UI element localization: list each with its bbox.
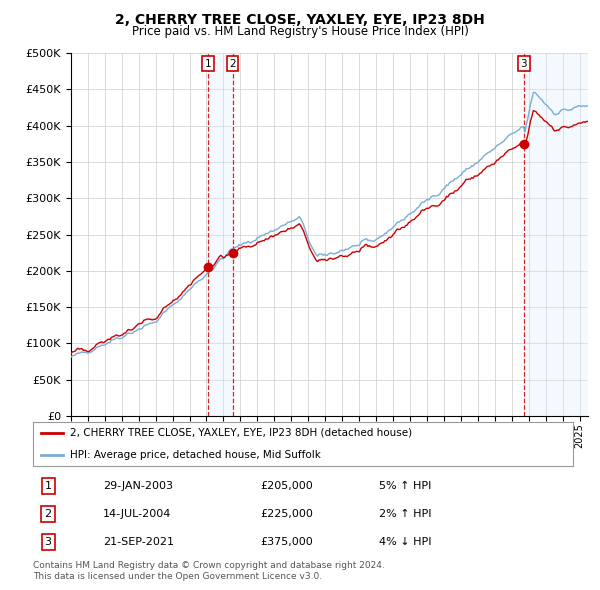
Text: This data is licensed under the Open Government Licence v3.0.: This data is licensed under the Open Gov… <box>33 572 322 581</box>
Text: 2% ↑ HPI: 2% ↑ HPI <box>379 509 431 519</box>
Text: 29-JAN-2003: 29-JAN-2003 <box>103 481 173 491</box>
Text: 14-JUL-2004: 14-JUL-2004 <box>103 509 172 519</box>
Text: 21-SEP-2021: 21-SEP-2021 <box>103 537 174 547</box>
Text: 4% ↓ HPI: 4% ↓ HPI <box>379 537 431 547</box>
Text: 2: 2 <box>44 509 52 519</box>
Text: 3: 3 <box>44 537 52 547</box>
Text: Contains HM Land Registry data © Crown copyright and database right 2024.: Contains HM Land Registry data © Crown c… <box>33 560 385 569</box>
Text: 5% ↑ HPI: 5% ↑ HPI <box>379 481 431 491</box>
Text: 1: 1 <box>44 481 52 491</box>
Text: £205,000: £205,000 <box>260 481 313 491</box>
Text: 2, CHERRY TREE CLOSE, YAXLEY, EYE, IP23 8DH (detached house): 2, CHERRY TREE CLOSE, YAXLEY, EYE, IP23 … <box>70 428 412 438</box>
Text: £225,000: £225,000 <box>260 509 313 519</box>
Text: 1: 1 <box>205 58 211 68</box>
Text: 2, CHERRY TREE CLOSE, YAXLEY, EYE, IP23 8DH: 2, CHERRY TREE CLOSE, YAXLEY, EYE, IP23 … <box>115 13 485 27</box>
Bar <box>208 53 233 416</box>
Text: 2: 2 <box>229 58 236 68</box>
Text: £375,000: £375,000 <box>260 537 313 547</box>
Text: Price paid vs. HM Land Registry's House Price Index (HPI): Price paid vs. HM Land Registry's House … <box>131 25 469 38</box>
Text: 3: 3 <box>521 58 527 68</box>
Text: HPI: Average price, detached house, Mid Suffolk: HPI: Average price, detached house, Mid … <box>70 450 320 460</box>
Bar <box>524 53 588 416</box>
